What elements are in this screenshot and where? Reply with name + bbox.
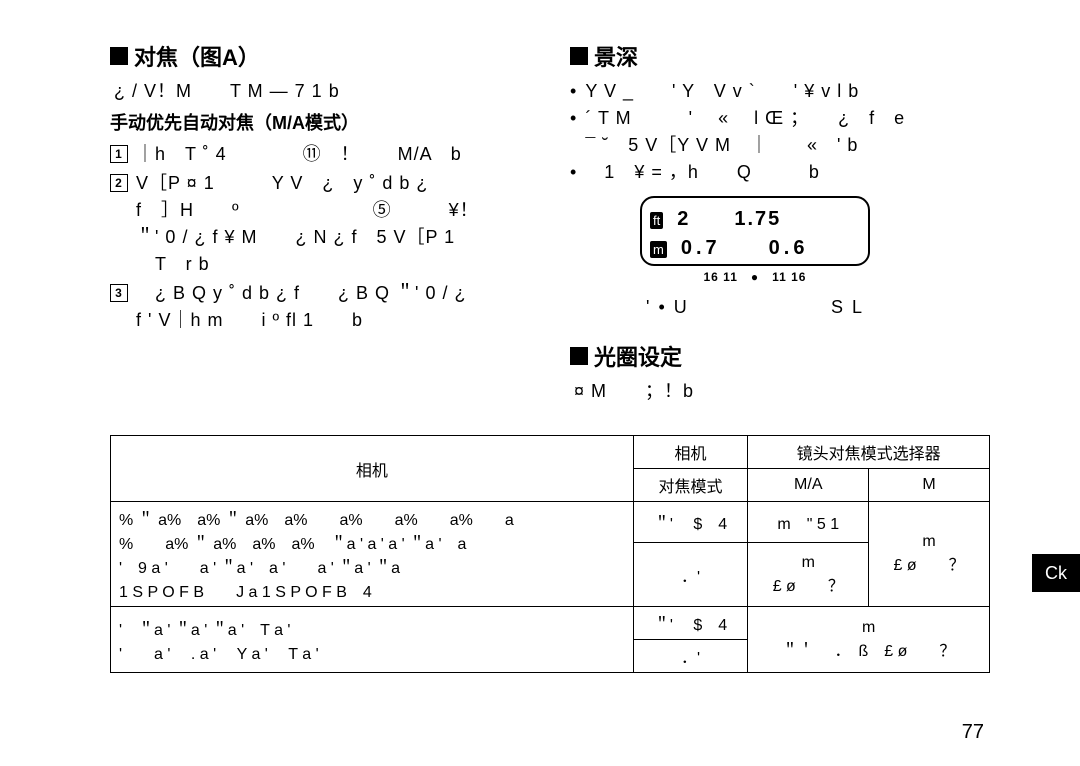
cell-mode-2a: ＂' $ 4: [633, 607, 748, 640]
square-icon: [110, 47, 128, 65]
scale-right-label: S L: [831, 297, 864, 318]
ft-label: ft: [650, 212, 663, 229]
th-ma: M/A: [748, 469, 869, 502]
bullet-dot-icon: •: [570, 105, 577, 159]
focus-scale: ft 2 1.75 m 0.7 0.6 16 11 ● 11 16 ' • U …: [640, 196, 870, 318]
bullet-1-text: Y V _ ' Y V v ` ' ¥ v l b: [585, 78, 990, 105]
num-1-icon: 1: [110, 145, 128, 163]
square-icon: [570, 347, 588, 365]
scale-bot-values: 0.7 0.6: [681, 231, 809, 260]
section-title-dof: 景深: [570, 40, 990, 72]
bullet-2-text: ´ T M ' « l Œ ； ¿ f e ¯ ˘ 5 V［Y V M ｜ « …: [585, 105, 990, 159]
cell-ma-1a: m " 5 1: [748, 502, 869, 543]
item-3-text: ¿ B Q y ˚ d b ¿ f ¿ B Q ＂' 0 / ¿ f ' V｜h…: [136, 280, 530, 334]
m-label: m: [650, 241, 667, 258]
th-focus-mode: 对焦模式: [633, 469, 748, 502]
item-1-text: ｜h T ˚ 4 ⑪ ！ M/A b: [136, 141, 530, 168]
th-camera-top: 相机: [633, 436, 748, 469]
cell-mode-1a: ＂' $ 4: [633, 502, 748, 543]
cell-cameras-1: % ＂ a% a% ＂ a% a% a% a% a% a % a% ＂ a% a…: [111, 502, 634, 607]
cell-m-2: m ＂＇ ． ß £ ø ？: [748, 607, 990, 673]
focus-subhead: 手动优先自动对焦（M/A模式）: [110, 109, 530, 135]
bullet-item: • Y V _ ' Y V v ` ' ¥ v l b: [570, 78, 990, 105]
list-item: 3 ¿ B Q y ˚ d b ¿ f ¿ B Q ＂' 0 / ¿ f ' V…: [110, 280, 530, 334]
th-camera: 相机: [111, 436, 634, 502]
cell-ma-1b: m £ ø ？: [748, 543, 869, 607]
table-row: ' ＂a ' ＂a ' ＂a ' T a ' ' a ' . a ' Y a '…: [111, 607, 990, 640]
scale-top-values: 2 1.75: [677, 202, 781, 231]
square-icon: [570, 47, 588, 65]
num-2-icon: 2: [110, 174, 128, 192]
section-title-focus: 对焦（图A）: [110, 40, 530, 72]
title-focus: 对焦（图A）: [134, 40, 260, 72]
list-item: 2 V［P ¤ 1 Y V ¿ y ˚ d b ¿ f ］H º ⑤ ¥！ ＂'…: [110, 170, 530, 278]
cell-mode-1b: ．': [633, 543, 748, 607]
dof-bullets: • Y V _ ' Y V v ` ' ¥ v l b • ´ T M ' « …: [570, 78, 990, 186]
scale-under-labels: ' • U S L: [640, 297, 870, 318]
table-header-row: 相机 相机 镜头对焦模式选择器: [111, 436, 990, 469]
num-3-icon: 3: [110, 284, 128, 302]
th-lens-selector: 镜头对焦模式选择器: [748, 436, 990, 469]
section-title-aperture: 光圈设定: [570, 340, 990, 372]
title-aperture: 光圈设定: [594, 340, 682, 372]
item-2-text: V［P ¤ 1 Y V ¿ y ˚ d b ¿ f ］H º ⑤ ¥！ ＂' 0…: [136, 170, 530, 278]
cell-m-1: m £ ø ？: [869, 502, 990, 607]
scale-display: ft 2 1.75 m 0.7 0.6: [640, 196, 870, 266]
page-number: 77: [962, 721, 984, 744]
th-m: M: [869, 469, 990, 502]
compatibility-table: 相机 相机 镜头对焦模式选择器 对焦模式 M/A M % ＂ a% a% ＂ a…: [110, 435, 990, 673]
bullet-dot-icon: •: [570, 78, 577, 105]
table-row: % ＂ a% a% ＂ a% a% a% a% a% a % a% ＂ a% a…: [111, 502, 990, 543]
language-tab: Ck: [1032, 554, 1080, 592]
cell-mode-2b: ．': [633, 640, 748, 673]
scale-ticks: 16 11 ● 11 16: [640, 268, 870, 285]
numbered-list: 1 ｜h T ˚ 4 ⑪ ！ M/A b 2 V［P ¤ 1 Y V ¿ y ˚…: [110, 141, 530, 334]
bullet-item: • ´ T M ' « l Œ ； ¿ f e ¯ ˘ 5 V［Y V M ｜ …: [570, 105, 990, 159]
list-item: 1 ｜h T ˚ 4 ⑪ ！ M/A b: [110, 141, 530, 168]
bullet-3-text: 1 ¥ = ，h Q b: [585, 159, 990, 186]
bullet-item: • 1 ¥ = ，h Q b: [570, 159, 990, 186]
title-dof: 景深: [594, 40, 638, 72]
scale-left-label: ' • U: [646, 297, 689, 318]
bullet-dot-icon: •: [570, 159, 577, 186]
aperture-line: ¤ M ；！b: [574, 378, 990, 405]
focus-line-1: ¿ / V！M T M — 7 1 b: [114, 78, 530, 105]
cell-cameras-2: ' ＂a ' ＂a ' ＂a ' T a ' ' a ' . a ' Y a '…: [111, 607, 634, 673]
